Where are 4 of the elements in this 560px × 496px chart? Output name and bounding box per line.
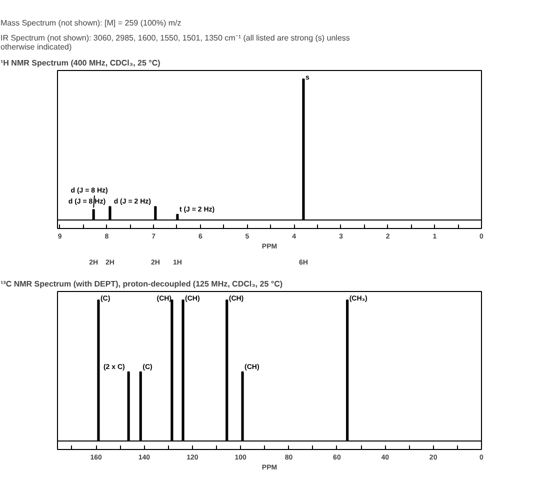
text: Mass Spectrum (not shown): [M] = 259 (100%) m/z	[0, 18, 182, 28]
text: IR Spectrum (not shown): 3060, 2985, 1600, 1550, 1501, 1350 cm⁻¹ (all listed are strong (s) unless otherwise indicated)	[0, 34, 350, 52]
chart-title: ¹³C NMR Spectrum (with DEPT), proton-decoupled (125 MHz, CDCl₃, 25 °C)	[0, 280, 283, 288]
chart-title: ¹H NMR Spectrum (400 MHz, CDCl₃, 25 °C)	[0, 58, 161, 68]
